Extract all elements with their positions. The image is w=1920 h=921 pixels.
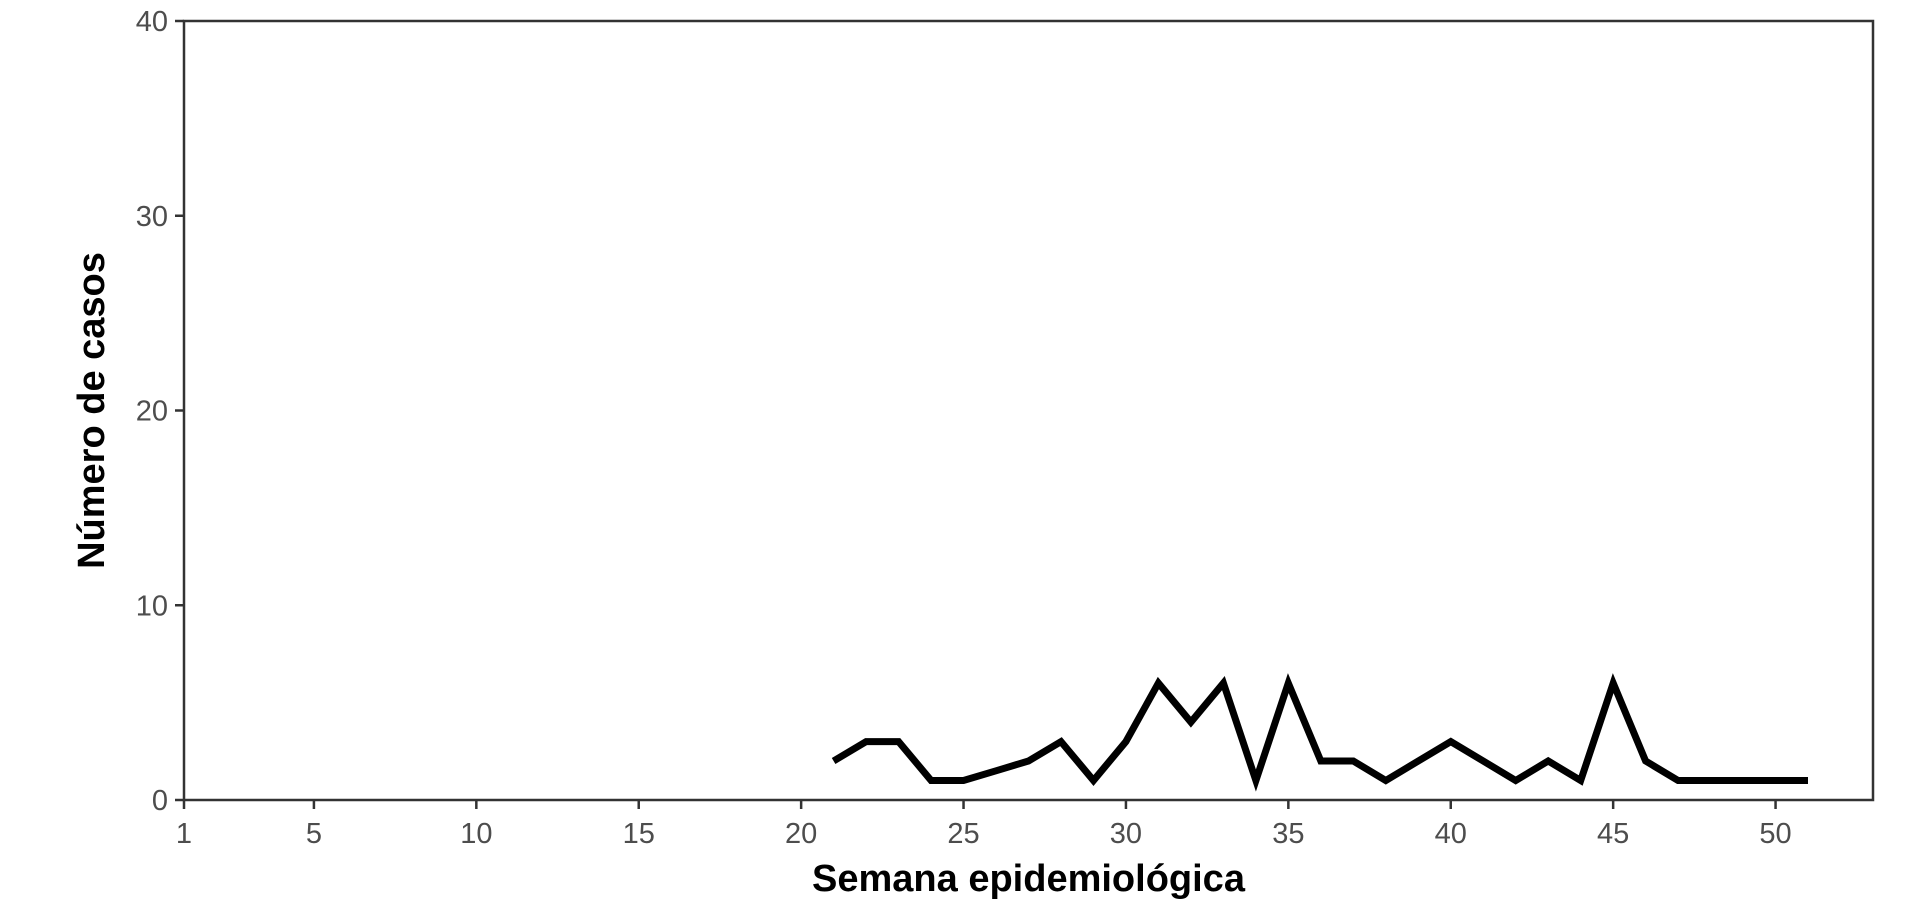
x-tick-label: 50: [1759, 818, 1791, 850]
x-tick-label: 10: [460, 818, 492, 850]
x-tick-label: 20: [785, 818, 817, 850]
series-line: [831, 673, 1808, 792]
y-axis: 0 10 20 30 40: [136, 6, 184, 817]
x-tick-label: 5: [306, 818, 322, 850]
y-tick-label: 40: [136, 6, 168, 38]
y-axis-title: Número de casos: [71, 252, 113, 569]
x-tick-label: 35: [1272, 818, 1304, 850]
x-tick-label: 45: [1597, 818, 1629, 850]
panel-border: [182, 19, 1875, 802]
y-tick-label: 10: [136, 590, 168, 622]
x-tick-label: 15: [623, 818, 655, 850]
plot-area: [831, 673, 1808, 792]
x-axis: 1 5 10 15 20 25 30 35 40 45 50: [176, 800, 1792, 850]
y-tick-label: 20: [136, 396, 168, 428]
x-tick-label: 30: [1110, 818, 1142, 850]
x-axis-title: Semana epidemiológica: [812, 858, 1246, 900]
y-tick-label: 0: [152, 785, 168, 817]
x-tick-label: 40: [1435, 818, 1467, 850]
x-tick-label: 1: [176, 818, 192, 850]
y-tick-label: 30: [136, 201, 168, 233]
x-tick-label: 25: [947, 818, 979, 850]
